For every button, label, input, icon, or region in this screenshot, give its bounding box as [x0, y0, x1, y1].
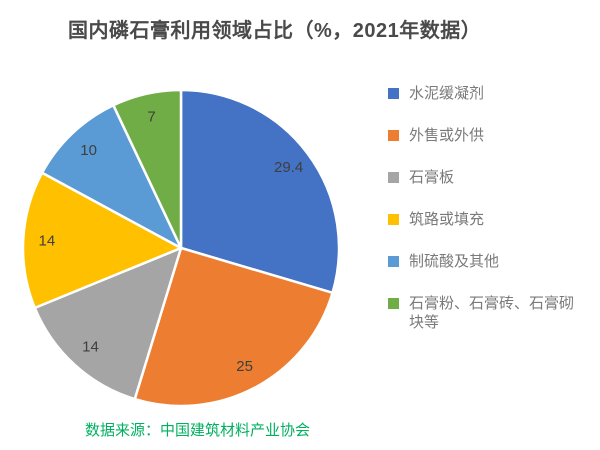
pie-slice-4[interactable] — [21, 171, 183, 310]
legend-swatch-icon — [388, 214, 399, 225]
legend-label: 外售或外供 — [409, 127, 485, 144]
pie-data-label: 14 — [39, 232, 56, 249]
pie-data-label: 7 — [147, 109, 155, 126]
pie-data-label: 29.4 — [274, 159, 303, 176]
legend-swatch-icon — [388, 172, 399, 183]
pie-slices-group — [21, 88, 341, 408]
legend-label: 水泥缓凝剂 — [409, 85, 485, 102]
pie-slice-3[interactable] — [33, 246, 183, 401]
chart-title: 国内磷石膏利用领域占比（%，2021年数据） — [68, 20, 482, 42]
legend-swatch-icon — [388, 130, 399, 141]
pie-data-labels-group: 29.4 25 14 14 10 7 — [39, 109, 304, 375]
legend-label: 石膏板 — [409, 169, 455, 186]
legend-item-4[interactable]: 筑路或填充 — [388, 210, 588, 229]
pie-data-label: 14 — [82, 339, 99, 356]
legend-swatch-icon — [388, 298, 399, 309]
chart-legend: 水泥缓凝剂外售或外供石膏板筑路或填充制硫酸及其他石膏粉、石膏砖、石膏砌块等 — [388, 84, 588, 332]
legend-label: 制硫酸及其他 — [409, 253, 500, 270]
pie-data-label: 25 — [236, 358, 253, 375]
source-note: 数据来源：中国建筑材料产业协会 — [85, 422, 311, 439]
pie-slice-1[interactable] — [179, 88, 341, 295]
legend-label: 石膏粉、石膏砖、石膏砌块等 — [409, 295, 575, 331]
legend-swatch-icon — [388, 256, 399, 267]
legend-item-6[interactable]: 石膏粉、石膏砖、石膏砌块等 — [388, 294, 588, 332]
legend-item-3[interactable]: 石膏板 — [388, 168, 588, 187]
pie-slice-6[interactable] — [112, 88, 183, 250]
legend-item-5[interactable]: 制硫酸及其他 — [388, 252, 588, 271]
legend-label: 筑路或填充 — [409, 211, 485, 228]
pie-data-label: 10 — [80, 142, 97, 159]
pie-slice-5[interactable] — [40, 103, 183, 250]
legend-swatch-icon — [388, 88, 399, 99]
legend-item-2[interactable]: 外售或外供 — [388, 126, 588, 145]
legend-item-1[interactable]: 水泥缓凝剂 — [388, 84, 588, 103]
pie-slice-2[interactable] — [133, 246, 334, 408]
